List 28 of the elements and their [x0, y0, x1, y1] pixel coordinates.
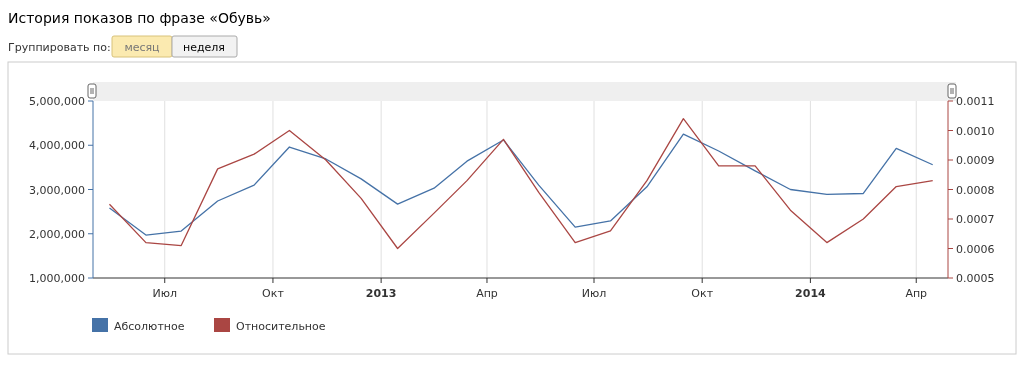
- legend-label: Относительное: [236, 320, 326, 333]
- legend-label: Абсолютное: [114, 320, 185, 333]
- y2-tick-label: 0.0007: [956, 213, 995, 226]
- y2-tick-label: 0.0010: [956, 124, 995, 138]
- x-tick-label: Июл: [581, 287, 607, 300]
- y-tick-label: 5,000,000: [29, 95, 85, 108]
- x-tick-label: 2014: [795, 287, 827, 300]
- y2-tick-label: 0.0006: [956, 242, 995, 256]
- x-tick-label: Окт: [691, 287, 714, 300]
- y-tick-label: 2,000,000: [29, 227, 85, 241]
- chart-title: История показов по фразе «Обувь»: [8, 10, 271, 26]
- x-tick-label: Апр: [476, 287, 498, 300]
- x-tick-label: 2013: [365, 287, 397, 300]
- y2-tick-label: 0.0009: [956, 154, 995, 167]
- line-series: [108, 133, 934, 236]
- x-tick-label: Окт: [262, 287, 285, 300]
- y2-tick-label: 0.0008: [956, 183, 995, 197]
- text: неделя: [183, 41, 225, 54]
- y-tick-label: 3,000,000: [29, 183, 85, 197]
- y2-tick-label: 0.0005: [956, 272, 995, 285]
- y-tick-label: 4,000,000: [29, 139, 85, 153]
- x-tick-label: Июл: [152, 287, 178, 300]
- y-tick-label: 1,000,000: [29, 272, 85, 285]
- line-series: [108, 118, 934, 250]
- x-tick-label: Апр: [905, 287, 928, 300]
- text: Группировать по:: [8, 41, 111, 54]
- y2-tick-label: 0.0011: [956, 95, 995, 108]
- text: месяц: [124, 41, 160, 54]
